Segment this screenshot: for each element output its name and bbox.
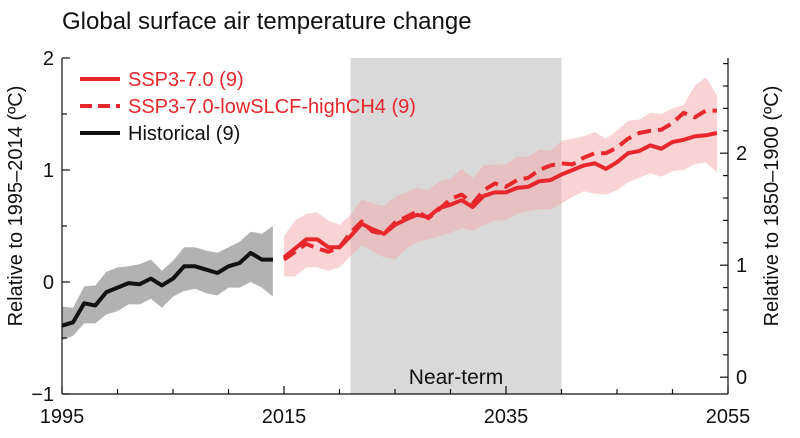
y-axis-label-left: Relative to 1995–2014 (ºC) <box>5 86 27 327</box>
chart-title: Global surface air temperature change <box>62 8 472 35</box>
legend: SSP3-7.0 (9) SSP3-7.0-lowSLCF-highCH4 (9)… <box>80 69 416 145</box>
y-tick-label: 2 <box>43 48 54 70</box>
x-tick-label: 2055 <box>706 406 751 428</box>
tick-labels: −1 0 1 2 0 1 2 1995 2015 2035 2055 <box>31 48 750 428</box>
legend-label-2: Historical (9) <box>128 123 240 145</box>
x-tick-label: 2035 <box>484 406 529 428</box>
legend-label-0: SSP3-7.0 (9) <box>128 69 244 91</box>
x-tick-label: 2015 <box>262 406 307 428</box>
near-term-label: Near-term <box>409 366 504 389</box>
series-line-1 <box>282 108 717 262</box>
y-right-tick-label: 0 <box>736 367 747 389</box>
y-axis-label-right: Relative to 1850–1900 (ºC) <box>761 86 783 327</box>
y-right-tick-label: 2 <box>736 143 747 165</box>
series-line-0 <box>282 131 718 259</box>
legend-label-1: SSP3-7.0-lowSLCF-highCH4 (9) <box>128 96 416 118</box>
series-line-2 <box>61 250 273 328</box>
y-tick-label: 0 <box>43 272 54 294</box>
x-tick-label: 1995 <box>40 406 85 428</box>
y-tick-label: 1 <box>43 160 54 182</box>
series-lines <box>61 108 718 328</box>
y-tick-label: −1 <box>31 384 54 406</box>
y-right-tick-label: 1 <box>736 255 747 277</box>
axes <box>61 57 729 395</box>
